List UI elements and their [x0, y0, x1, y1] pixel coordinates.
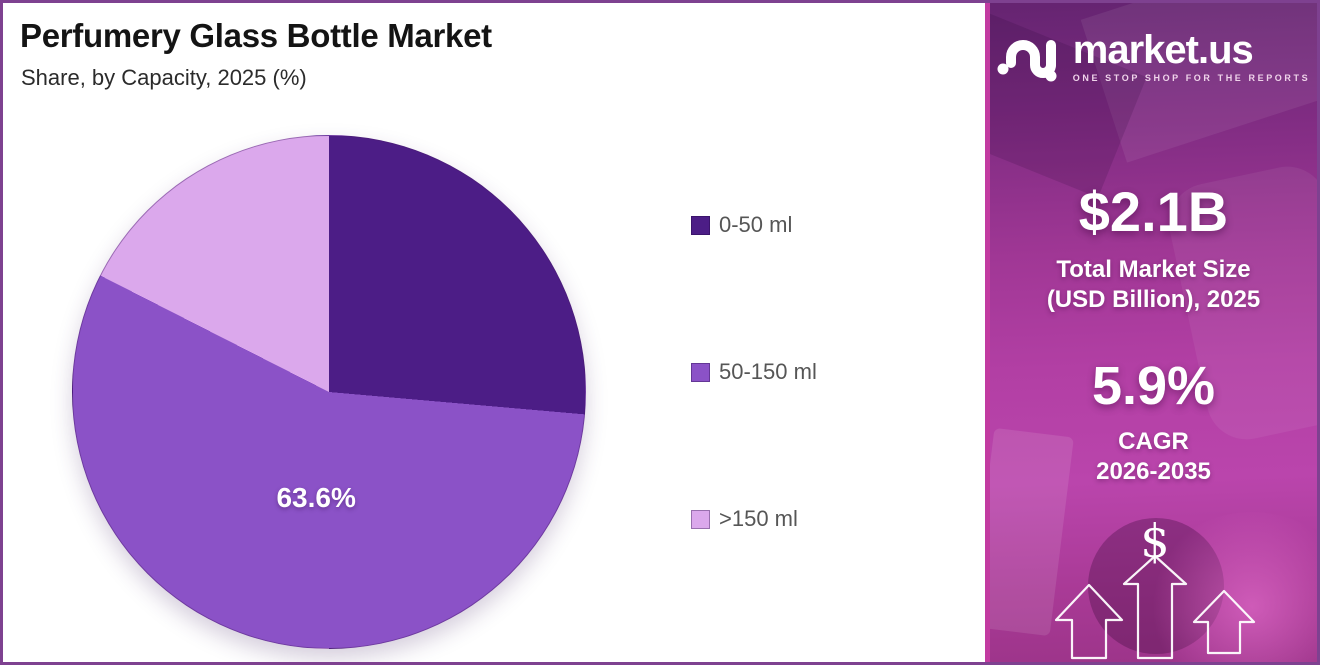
- growth-arrows-icon: $: [1054, 514, 1256, 660]
- market-size-label-line1: Total Market Size: [1056, 256, 1251, 283]
- pie-chart: 63.6%: [72, 135, 586, 649]
- brand-header: market.us ONE STOP SHOP FOR THE REPORTS: [990, 29, 1317, 83]
- market-size-label-line2: (USD Billion), 2025: [1046, 286, 1261, 313]
- legend-swatch: [691, 362, 710, 382]
- legend-swatch: [691, 509, 710, 529]
- legend-label: 0-50 ml: [719, 212, 793, 237]
- legend-item-gt150ml: >150 ml: [691, 503, 817, 535]
- legend-swatch: [691, 215, 710, 235]
- up-arrow-middle: [1122, 554, 1188, 660]
- market-size-label: Total Market Size (USD Billion), 2025: [990, 255, 1317, 315]
- dollar-sign-icon: $: [1140, 514, 1169, 568]
- legend-item-50-150ml: 50-150 ml: [691, 356, 817, 388]
- legend-label: 50-150 ml: [719, 359, 817, 384]
- cagr-label-line1: CAGR: [1118, 428, 1189, 455]
- cagr-label-line2: 2026-2035: [1096, 458, 1211, 485]
- brand-name: market.us: [1072, 27, 1254, 72]
- cagr-value: 5.9%: [1091, 356, 1216, 416]
- cagr-label: CAGR 2026-2035: [990, 427, 1317, 487]
- info-sidebar: market.us ONE STOP SHOP FOR THE REPORTS …: [985, 3, 1317, 662]
- legend-item-0-50ml: 0-50 ml: [691, 209, 817, 241]
- chart-subtitle: Share, by Capacity, 2025 (%): [21, 65, 307, 90]
- up-arrow-left: [1054, 583, 1124, 660]
- page-title: Perfumery Glass Bottle Market: [20, 17, 492, 54]
- market-size-value: $2.1B: [1078, 180, 1229, 243]
- marketus-logo-icon: [997, 40, 1057, 82]
- up-arrow-right: [1192, 589, 1256, 655]
- chart-legend: 0-50 ml 50-150 ml >150 ml: [691, 209, 817, 535]
- brand-text: market.us ONE STOP SHOP FOR THE REPORTS: [1073, 30, 1310, 83]
- pie-slice-data-label: 63.6%: [276, 481, 356, 513]
- brand-tagline: ONE STOP SHOP FOR THE REPORTS: [1072, 72, 1311, 83]
- legend-label: >150 ml: [719, 506, 798, 531]
